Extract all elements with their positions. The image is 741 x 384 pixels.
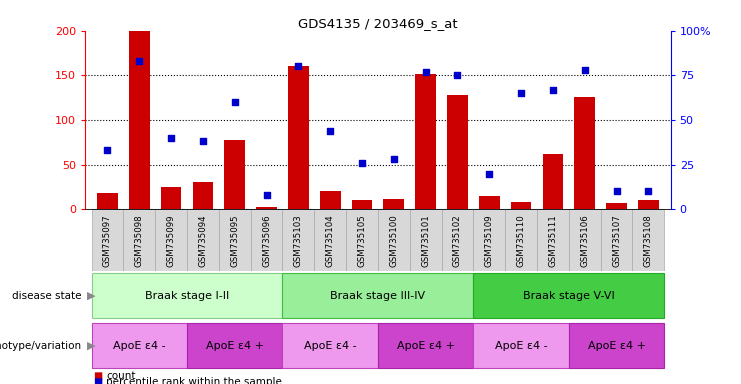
Bar xyxy=(282,209,314,271)
Text: ▶: ▶ xyxy=(87,341,95,351)
Text: ■: ■ xyxy=(93,371,102,381)
Bar xyxy=(415,74,436,209)
Text: GSM735105: GSM735105 xyxy=(357,214,367,267)
Point xyxy=(419,69,431,75)
Text: GSM735101: GSM735101 xyxy=(421,214,430,267)
Bar xyxy=(282,323,378,368)
Bar xyxy=(346,209,378,271)
Bar xyxy=(542,154,563,209)
Text: ■: ■ xyxy=(93,377,102,384)
Point xyxy=(388,156,399,162)
Text: count: count xyxy=(106,371,136,381)
Point xyxy=(102,147,113,154)
Bar xyxy=(378,323,473,368)
Text: Braak stage I-II: Braak stage I-II xyxy=(145,291,229,301)
Text: ApoE ε4 -: ApoE ε4 - xyxy=(495,341,548,351)
Bar xyxy=(320,192,341,209)
Text: GSM735107: GSM735107 xyxy=(612,214,621,267)
Point xyxy=(642,189,654,195)
Text: GSM735097: GSM735097 xyxy=(103,214,112,267)
Bar xyxy=(537,209,569,271)
Point xyxy=(261,192,273,198)
Text: GSM735103: GSM735103 xyxy=(294,214,303,267)
Text: ApoE ε4 -: ApoE ε4 - xyxy=(113,341,165,351)
Bar xyxy=(161,187,182,209)
Bar xyxy=(250,209,282,271)
Text: GSM735095: GSM735095 xyxy=(230,214,239,267)
Text: GSM735109: GSM735109 xyxy=(485,214,494,267)
Bar xyxy=(155,209,187,271)
Text: ApoE ε4 +: ApoE ε4 + xyxy=(588,341,645,351)
Bar xyxy=(473,273,664,318)
Point xyxy=(451,72,463,78)
Bar xyxy=(606,203,627,209)
Bar xyxy=(378,209,410,271)
Bar xyxy=(314,209,346,271)
Bar xyxy=(574,97,595,209)
Text: Braak stage V-VI: Braak stage V-VI xyxy=(523,291,615,301)
Text: GSM735098: GSM735098 xyxy=(135,214,144,267)
Bar xyxy=(256,207,277,209)
Text: disease state: disease state xyxy=(12,291,82,301)
Text: GSM735094: GSM735094 xyxy=(199,214,207,267)
Bar xyxy=(187,323,282,368)
Text: percentile rank within the sample: percentile rank within the sample xyxy=(106,377,282,384)
Bar xyxy=(569,209,601,271)
Bar xyxy=(479,196,499,209)
Point xyxy=(515,90,527,96)
Bar xyxy=(511,202,531,209)
Text: genotype/variation: genotype/variation xyxy=(0,341,82,351)
Point xyxy=(483,170,495,177)
Bar xyxy=(410,209,442,271)
Text: ApoE ε4 +: ApoE ε4 + xyxy=(396,341,455,351)
Text: GSM735099: GSM735099 xyxy=(167,214,176,267)
Point xyxy=(229,99,241,105)
Text: ApoE ε4 -: ApoE ε4 - xyxy=(304,341,356,351)
Point xyxy=(133,58,145,64)
Point xyxy=(197,138,209,144)
Bar xyxy=(288,66,309,209)
Bar xyxy=(219,209,250,271)
Bar xyxy=(187,209,219,271)
Text: ApoE ε4 +: ApoE ε4 + xyxy=(206,341,264,351)
Point xyxy=(611,189,622,195)
Bar xyxy=(193,182,213,209)
Bar xyxy=(384,199,404,209)
Bar xyxy=(97,193,118,209)
Bar xyxy=(282,273,473,318)
Text: Braak stage III-IV: Braak stage III-IV xyxy=(330,291,425,301)
Bar xyxy=(92,209,124,271)
Text: GSM735108: GSM735108 xyxy=(644,214,653,267)
Point xyxy=(356,160,368,166)
Bar xyxy=(638,200,659,209)
Bar xyxy=(92,323,187,368)
Text: GSM735111: GSM735111 xyxy=(548,214,557,267)
Bar xyxy=(569,323,664,368)
Bar xyxy=(92,273,282,318)
Bar xyxy=(352,200,372,209)
Text: GSM735106: GSM735106 xyxy=(580,214,589,267)
Bar xyxy=(473,323,569,368)
Text: GSM735102: GSM735102 xyxy=(453,214,462,267)
Bar xyxy=(601,209,632,271)
Bar xyxy=(225,140,245,209)
Text: GSM735100: GSM735100 xyxy=(389,214,399,267)
Point xyxy=(579,67,591,73)
Point xyxy=(293,63,305,70)
Title: GDS4135 / 203469_s_at: GDS4135 / 203469_s_at xyxy=(298,17,458,30)
Bar xyxy=(473,209,505,271)
Bar xyxy=(505,209,537,271)
Text: ▶: ▶ xyxy=(87,291,95,301)
Bar xyxy=(442,209,473,271)
Text: GSM735096: GSM735096 xyxy=(262,214,271,267)
Bar xyxy=(129,31,150,209)
Bar xyxy=(632,209,664,271)
Text: GSM735110: GSM735110 xyxy=(516,214,525,267)
Point xyxy=(547,86,559,93)
Text: GSM735104: GSM735104 xyxy=(326,214,335,267)
Bar xyxy=(124,209,155,271)
Bar xyxy=(447,95,468,209)
Point xyxy=(165,135,177,141)
Point xyxy=(325,127,336,134)
